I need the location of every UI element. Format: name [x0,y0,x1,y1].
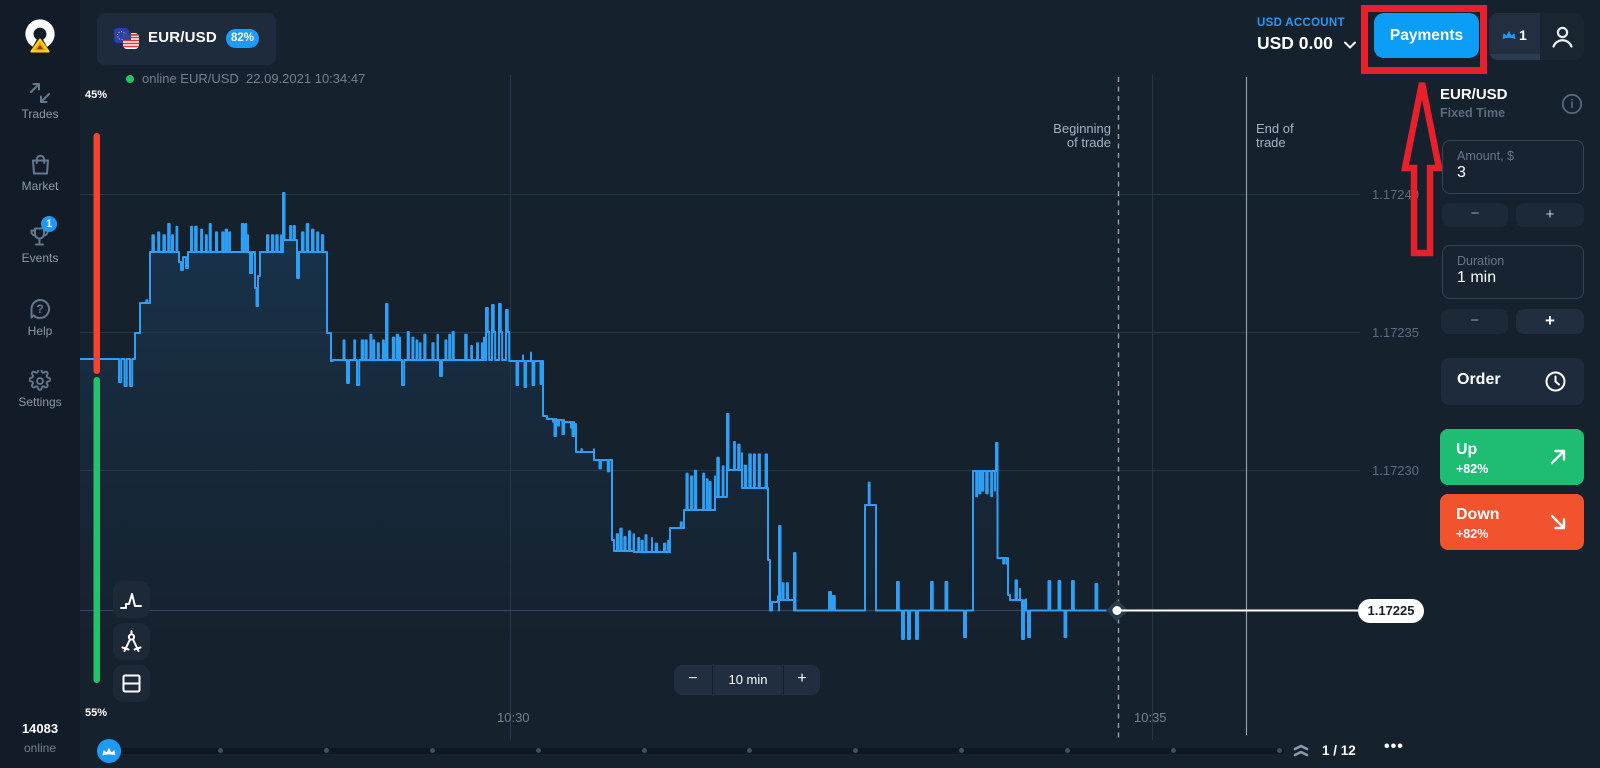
svg-text:?: ? [36,302,43,316]
svg-text:i: i [1570,97,1573,111]
